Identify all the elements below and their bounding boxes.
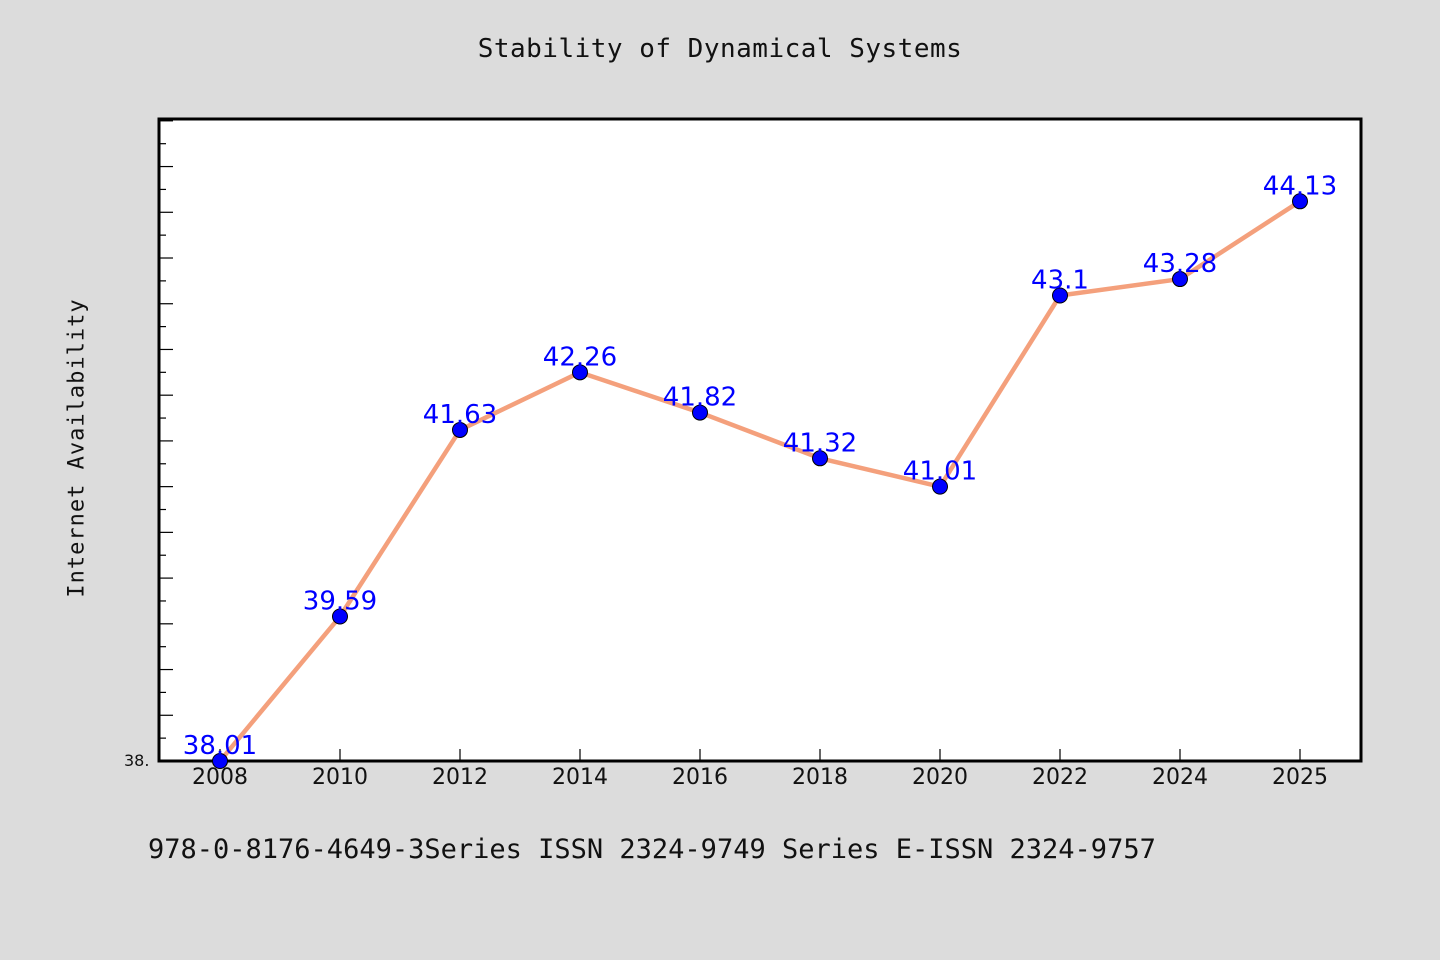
- data-labels: 38.01 39.59 41.63 42.26 41.82 41.32 41.01 43.1 4…: [183, 171, 1337, 761]
- data-points: [212, 193, 1308, 769]
- data-point: [1172, 271, 1188, 288]
- data-point: [332, 608, 348, 625]
- data-point: [932, 478, 948, 495]
- isbn-issn-footer: 978-0-8176-4649-3Series ISSN 2324-9749 S…: [148, 834, 1156, 865]
- data-point: [692, 404, 708, 421]
- y-axis-ticks: [159, 120, 173, 762]
- chart-title: Stability of Dynamical Systems: [477, 34, 963, 64]
- x-axis-ticks: 2008 2010 2012 2014 2016 2018 2020 2022 2024 2025: [192, 749, 1328, 790]
- data-point: [452, 421, 468, 438]
- data-label: 44.13: [1263, 171, 1337, 201]
- data-label: 41.82: [663, 383, 737, 413]
- x-tick-label: 2025: [1272, 765, 1328, 790]
- x-tick-label: 2018: [792, 765, 848, 790]
- data-label: 42.26: [543, 342, 617, 372]
- data-point: [572, 364, 588, 381]
- data-point: [1052, 287, 1068, 304]
- series-line: [217, 199, 1303, 764]
- data-label: 41.01: [903, 457, 977, 487]
- x-tick-label: 2024: [1152, 765, 1208, 790]
- x-tick-label: 2016: [672, 765, 728, 790]
- data-label: 39.59: [303, 587, 377, 617]
- data-label: 43.28: [1143, 249, 1217, 279]
- x-tick-label: 2020: [912, 765, 968, 790]
- data-point: [1292, 193, 1308, 210]
- x-tick-label: 2012: [432, 765, 488, 790]
- y-tick-label: 38.: [124, 751, 149, 770]
- data-point: [212, 753, 228, 769]
- x-tick-label: 2022: [1032, 765, 1088, 790]
- data-label: 43.1: [1031, 266, 1089, 296]
- plot-area: [157, 117, 1363, 763]
- x-tick-label: 2014: [552, 765, 608, 790]
- data-label: 38.01: [183, 731, 257, 761]
- x-tick-label: 2010: [312, 765, 368, 790]
- data-label: 41.63: [423, 400, 497, 430]
- y-axis-label: Internet Availability: [64, 298, 90, 598]
- data-label: 41.32: [783, 428, 857, 458]
- x-tick-label: 2008: [192, 765, 248, 790]
- data-point: [812, 450, 828, 467]
